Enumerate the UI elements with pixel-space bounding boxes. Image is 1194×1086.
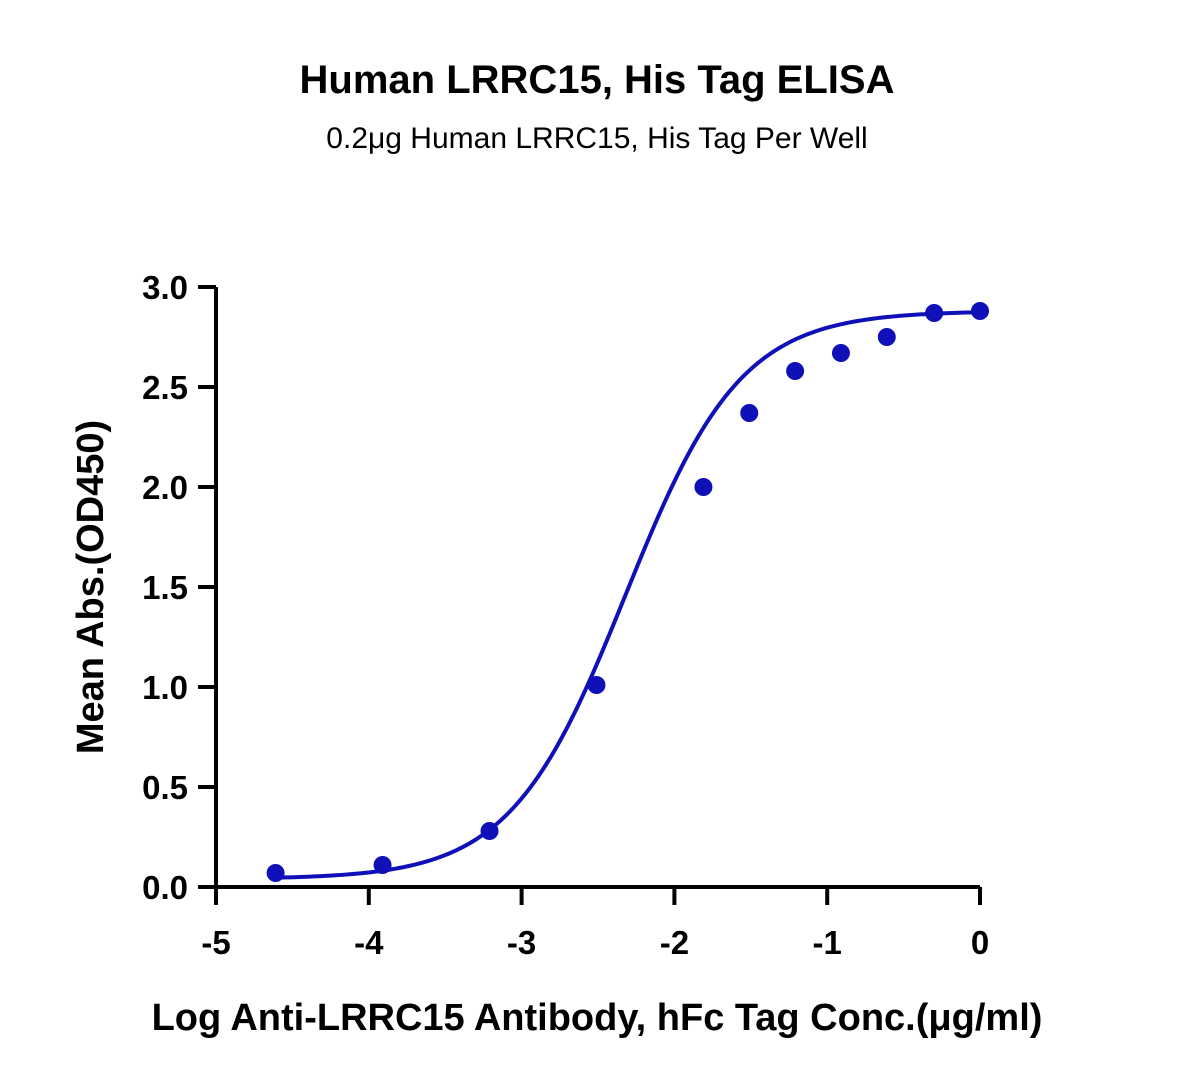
y-tick-label: 2.5 xyxy=(142,369,188,406)
data-points xyxy=(266,302,989,882)
x-tick-label: -1 xyxy=(813,924,842,961)
x-axis-label: Log Anti-LRRC15 Antibody, hFc Tag Conc.(… xyxy=(152,997,1043,1039)
data-point xyxy=(587,676,606,694)
y-ticks: 0.0 0.5 1.0 1.5 2.0 2.5 3.0 xyxy=(142,269,216,906)
axes xyxy=(214,287,980,889)
x-tick-label: -2 xyxy=(660,924,689,961)
data-point xyxy=(831,344,850,362)
chart-title: Human LRRC15, His Tag ELISA xyxy=(300,58,895,102)
data-point xyxy=(266,864,285,882)
data-point xyxy=(740,404,759,422)
chart-subtitle: 0.2μg Human LRRC15, His Tag Per Well xyxy=(326,122,867,155)
data-point xyxy=(925,304,944,322)
data-point xyxy=(373,856,392,874)
y-tick-label: 2.0 xyxy=(142,469,188,506)
x-tick-label: -5 xyxy=(201,924,230,961)
y-tick-label: 1.5 xyxy=(142,569,188,606)
x-tick-label: -3 xyxy=(507,924,536,961)
fit-curve xyxy=(275,310,981,880)
y-tick-label: 0.5 xyxy=(142,769,188,806)
x-tick-label: -4 xyxy=(354,924,384,961)
data-point xyxy=(694,478,713,496)
data-point xyxy=(786,362,805,380)
y-axis-label: Mean Abs.(OD450) xyxy=(70,420,112,754)
x-tick-label: 0 xyxy=(971,924,989,961)
y-tick-label: 3.0 xyxy=(142,269,188,306)
data-point xyxy=(480,822,499,840)
x-ticks: -5 -4 -3 -2 -1 0 xyxy=(201,887,989,961)
y-tick-label: 1.0 xyxy=(142,669,188,706)
data-point xyxy=(971,302,989,320)
data-point xyxy=(877,328,896,346)
y-tick-label: 0.0 xyxy=(142,869,188,906)
